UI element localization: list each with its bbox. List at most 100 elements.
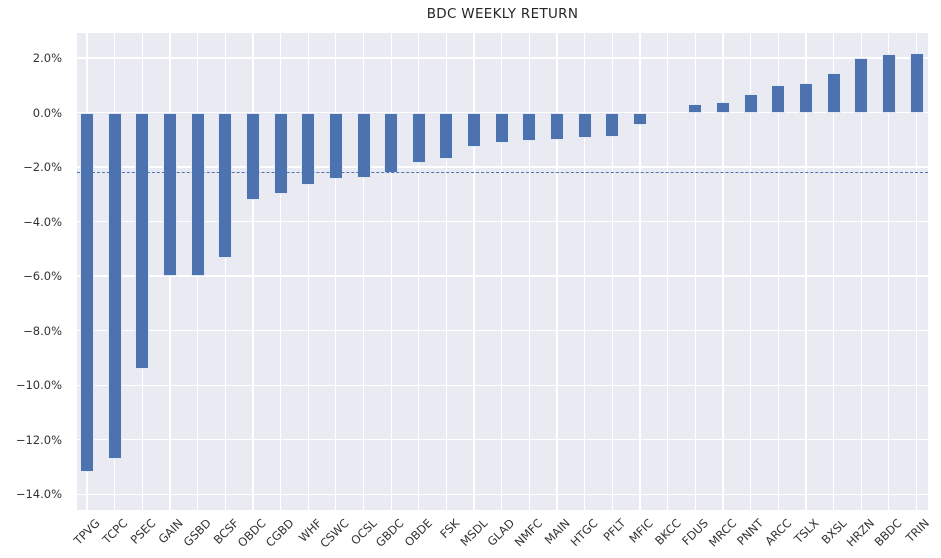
x-tick-label: ARCC bbox=[762, 516, 795, 549]
chart-title: BDC WEEKLY RETURN bbox=[426, 6, 579, 22]
x-gridline bbox=[445, 33, 448, 510]
bar bbox=[467, 112, 482, 147]
x-tick-label: NMFC bbox=[511, 516, 546, 550]
bar bbox=[301, 112, 316, 185]
bar bbox=[743, 93, 758, 113]
x-tick-label: MRCC bbox=[705, 516, 739, 550]
x-gridline bbox=[418, 33, 420, 510]
bar bbox=[384, 112, 399, 173]
bar bbox=[190, 112, 205, 277]
x-gridline bbox=[528, 33, 531, 510]
x-tick-label: MAIN bbox=[541, 516, 573, 547]
x-gridline bbox=[722, 33, 724, 510]
x-tick-label: PSEC bbox=[127, 516, 159, 547]
y-tick-label: −12.0% bbox=[15, 432, 62, 447]
bar bbox=[107, 112, 122, 459]
bar bbox=[854, 58, 869, 113]
x-gridline bbox=[832, 33, 835, 510]
y-tick-label: −14.0% bbox=[15, 487, 62, 502]
bar bbox=[162, 112, 177, 277]
x-tick-label: CSWC bbox=[317, 516, 352, 551]
y-tick-label: −4.0% bbox=[23, 214, 62, 229]
x-tick-label: OCSL bbox=[347, 516, 380, 548]
y-gridline bbox=[77, 275, 928, 277]
x-tick-label: TCPC bbox=[99, 516, 131, 547]
x-tick-label: TSLX bbox=[791, 516, 822, 547]
x-tick-label: MFIC bbox=[626, 516, 656, 546]
bar bbox=[273, 112, 288, 195]
bar bbox=[439, 112, 454, 159]
x-tick-label: HRZN bbox=[843, 516, 878, 550]
y-gridline bbox=[77, 57, 928, 59]
bar bbox=[245, 112, 260, 200]
x-gridline bbox=[224, 33, 226, 510]
x-gridline bbox=[362, 33, 365, 510]
bar bbox=[826, 73, 841, 113]
bar bbox=[494, 112, 509, 143]
bar bbox=[771, 85, 786, 113]
y-gridline bbox=[77, 439, 928, 441]
x-gridline bbox=[335, 33, 337, 510]
x-gridline bbox=[252, 33, 254, 510]
average-dashed-line bbox=[77, 172, 928, 173]
x-gridline bbox=[805, 33, 807, 510]
bar bbox=[356, 112, 371, 178]
bar bbox=[688, 104, 703, 113]
bar bbox=[135, 112, 150, 369]
x-gridline bbox=[473, 33, 475, 510]
x-tick-label: PFLT bbox=[600, 516, 629, 544]
x-tick-label: BKCC bbox=[651, 516, 684, 548]
x-gridline bbox=[777, 33, 779, 510]
x-tick-label: FDUS bbox=[679, 516, 712, 548]
x-tick-label: GBDC bbox=[373, 516, 408, 550]
x-tick-label: BBDC bbox=[871, 516, 905, 550]
x-gridline bbox=[694, 33, 696, 510]
x-gridline bbox=[860, 33, 862, 510]
x-gridline bbox=[501, 33, 503, 510]
y-gridline bbox=[77, 166, 928, 168]
bar bbox=[798, 82, 813, 113]
y-gridline bbox=[77, 493, 928, 495]
bar bbox=[577, 112, 592, 139]
x-tick-label: CGBD bbox=[262, 516, 297, 550]
plot-area bbox=[77, 33, 928, 510]
x-tick-label: OBDC bbox=[234, 516, 269, 550]
y-gridline bbox=[77, 220, 928, 223]
x-tick-label: GAIN bbox=[155, 516, 186, 547]
bar bbox=[633, 112, 647, 125]
x-tick-label: PNNT bbox=[734, 516, 767, 548]
bar bbox=[411, 112, 426, 163]
bar bbox=[522, 112, 537, 142]
y-tick-label: −10.0% bbox=[15, 378, 62, 393]
y-gridline bbox=[77, 384, 928, 386]
x-gridline bbox=[667, 33, 669, 510]
x-gridline bbox=[915, 33, 918, 510]
bar bbox=[715, 101, 730, 113]
y-tick-label: −2.0% bbox=[23, 160, 62, 175]
x-gridline bbox=[639, 33, 641, 510]
x-tick-label: BXSL bbox=[818, 516, 850, 547]
bar bbox=[80, 112, 94, 473]
y-tick-label: 2.0% bbox=[32, 51, 62, 66]
y-tick-label: −8.0% bbox=[23, 323, 62, 338]
bar bbox=[328, 112, 343, 180]
bar bbox=[605, 112, 620, 138]
bar bbox=[218, 112, 233, 259]
x-gridline bbox=[307, 33, 309, 510]
x-gridline bbox=[390, 33, 392, 510]
x-gridline bbox=[279, 33, 282, 510]
x-tick-label: GLAD bbox=[484, 516, 518, 549]
bar bbox=[550, 112, 565, 140]
y-tick-label: −6.0% bbox=[23, 269, 62, 284]
y-tick-label: 0.0% bbox=[32, 105, 62, 120]
x-gridline bbox=[749, 33, 752, 510]
x-tick-label: TPVG bbox=[71, 516, 103, 548]
x-tick-label: GSBD bbox=[180, 516, 214, 550]
x-gridline bbox=[584, 33, 586, 510]
x-tick-label: HTGC bbox=[567, 516, 601, 549]
x-tick-label: OBDE bbox=[401, 516, 435, 550]
bar bbox=[881, 53, 896, 113]
x-tick-label: MSDL bbox=[457, 516, 491, 549]
x-tick-label: TRIN bbox=[903, 516, 933, 546]
